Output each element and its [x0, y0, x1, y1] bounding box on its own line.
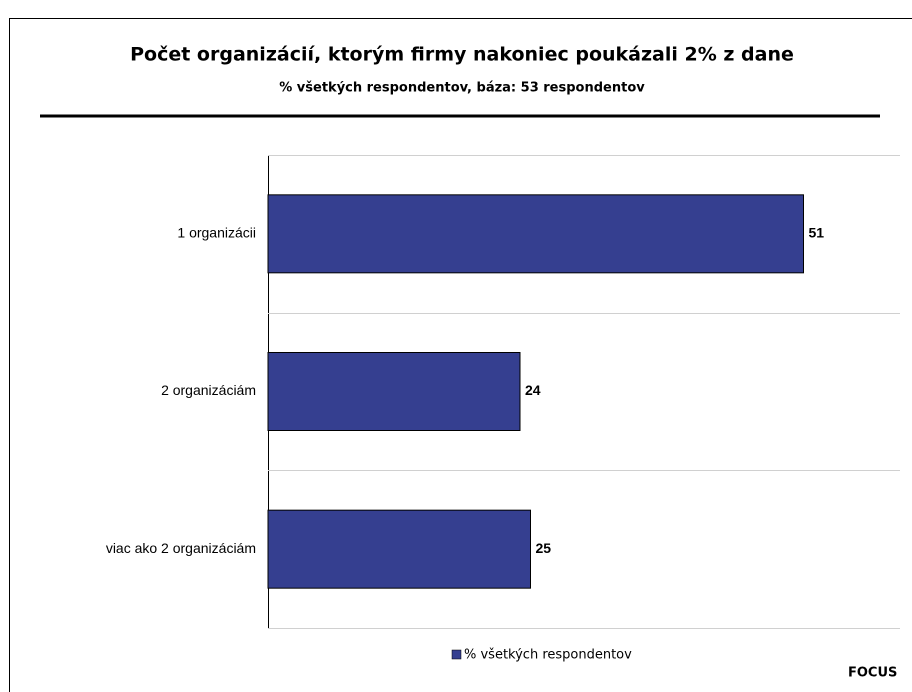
legend-swatch — [451, 649, 462, 660]
frame — [9, 18, 912, 692]
chart-subtitle: % všetkých respondentov, báza: 53 respon… — [279, 81, 645, 96]
data-label: 51 — [809, 225, 825, 241]
bar — [267, 509, 531, 589]
bar — [267, 194, 804, 274]
y-tick-label: 2 organizáciám — [161, 382, 256, 398]
data-label: 25 — [536, 540, 552, 556]
chart-title: Počet organizácií, ktorým firmy nakoniec… — [130, 44, 794, 66]
source: FOCUS — [848, 666, 897, 681]
bar — [267, 352, 521, 431]
y-tick-label: 1 organizácii — [177, 225, 256, 241]
y-tick-label: viac ako 2 organizáciám — [106, 540, 256, 556]
legend-label: % všetkých respondentov — [464, 648, 632, 663]
data-label: 24 — [525, 382, 541, 398]
